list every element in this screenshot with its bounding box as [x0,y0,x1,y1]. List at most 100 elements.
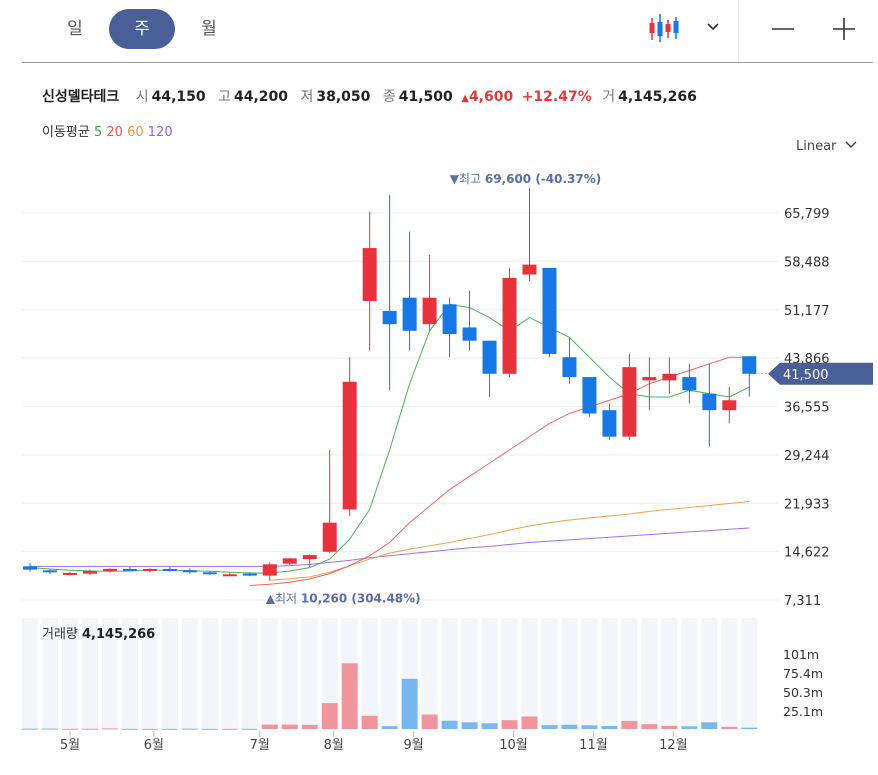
period-tab-day[interactable]: 일 [67,19,83,39]
volume-axis-tick: 50.3m [783,685,823,700]
volume-bar [22,728,38,730]
candle-body[interactable] [62,572,77,575]
candle-body[interactable] [422,297,437,325]
volume-slot [141,618,158,729]
candle-body[interactable] [502,277,517,374]
candle-body[interactable] [142,568,157,571]
close-label: 종 [382,89,396,105]
candle-body[interactable] [462,327,477,341]
period-tab-month[interactable]: 월 [201,19,217,39]
candle-body[interactable] [442,304,457,335]
candle-body[interactable] [42,570,57,573]
candle-body[interactable] [362,248,377,301]
low-marker-label: ▲최저 10,260 (304.48%) [266,591,421,605]
candle-body[interactable] [102,568,117,571]
volume-slot [421,618,438,729]
candle-body[interactable] [162,568,177,571]
x-axis-label: 11월 [579,738,608,753]
candle-body[interactable] [662,373,677,381]
chevron-down-icon[interactable] [700,12,726,42]
volume-slot [61,618,78,729]
low-value: 38,050 [316,89,371,105]
volume-slot [22,618,38,729]
candle-body[interactable] [482,340,497,374]
candle-body[interactable] [402,297,417,331]
volume-bar [261,724,278,729]
candle-body[interactable] [522,264,537,275]
candle-body[interactable] [562,357,577,378]
volume-slot [701,618,718,729]
volume-bar [101,728,118,730]
candle-body[interactable] [702,393,717,411]
candle-body[interactable] [602,410,617,437]
volume-slot [121,618,138,729]
volume-header-label: 거래량 4,145,266 [42,627,155,642]
candle-body[interactable] [222,574,237,577]
candle-body[interactable] [622,367,637,437]
price-axis-tick: 7,311 [784,594,821,609]
volume-slot [601,618,618,729]
ma-60-label: 60 [127,125,144,140]
moving-average-legend: 이동평균 5 20 60 120 [42,121,173,140]
change-value: 4,600 [468,89,514,105]
volume-slot [381,618,398,729]
volume-slot [661,618,678,729]
high-marker-value: 69,600 (-40.37%) [485,172,601,186]
candle-body[interactable] [82,570,97,574]
candle-body[interactable] [722,400,737,411]
candle-body[interactable] [242,573,257,576]
candle-body[interactable] [202,572,217,575]
volume-slot [261,618,278,729]
candle-body[interactable] [682,377,697,391]
ma-legend-label: 이동평균 [42,125,90,140]
volume-slot [621,618,638,729]
volume-bar [541,725,558,729]
candle-body[interactable] [302,555,317,560]
candle-body[interactable] [282,558,297,564]
close-value: 41,500 [398,89,453,105]
scale-mode-select[interactable]: Linear [796,139,857,154]
plus-icon[interactable] [829,14,859,44]
volume-slot [201,618,218,729]
volume-bar [221,728,238,730]
volume-slot [541,618,558,729]
volume-slot [181,618,198,729]
volume-slot [281,618,298,729]
volume-bar [61,728,78,730]
candlestick-icon[interactable] [646,12,682,46]
high-marker-label: ▼최고 69,600 (-40.37%) [450,172,602,186]
volume-slot [161,618,178,729]
volume-bar [281,724,298,729]
volume-bar [341,663,358,729]
volume-bar [201,728,218,730]
candle-body[interactable] [582,377,597,414]
candle-body[interactable] [342,381,357,510]
volume-bar [681,726,698,729]
period-tab-week[interactable]: 주 [109,9,175,49]
x-axis-label: 7월 [250,738,270,753]
volume-bar [241,728,258,730]
high-value: 44,200 [234,89,289,105]
candle-body[interactable] [322,522,337,552]
candle-body[interactable] [542,267,557,354]
candle-body[interactable] [23,566,37,570]
candle-body[interactable] [642,377,657,381]
volume-slot [741,618,758,729]
candle-body[interactable] [262,564,277,576]
volume-bar [481,723,498,729]
x-axis-label: 10월 [499,738,528,753]
volume-bar [441,720,458,729]
candle-body[interactable] [742,356,757,374]
candle-body[interactable] [182,570,197,573]
candle-body[interactable] [122,568,137,571]
volume-bar [161,728,178,730]
volume-bar [121,728,138,730]
candle-body[interactable] [382,310,397,325]
toolbar-separator [22,62,873,63]
volume-slot [81,618,98,729]
volume-bar [401,678,418,729]
ma120-line [30,527,750,567]
volume-bar [621,720,638,729]
minus-icon[interactable] [768,14,798,44]
